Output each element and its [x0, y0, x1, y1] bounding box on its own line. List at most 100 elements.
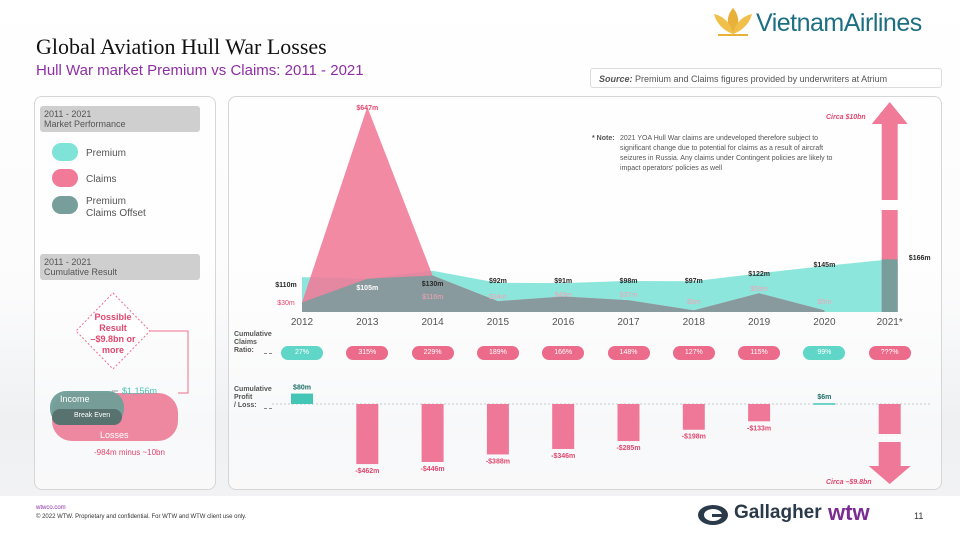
- legend-claims-swatch: [52, 169, 78, 187]
- legend-offset-label-line2: Claims Offset: [86, 208, 146, 219]
- claims-data-label: $116m: [422, 294, 443, 301]
- profit-loss-bar: [813, 403, 836, 405]
- premium-data-label: $130m: [422, 281, 444, 288]
- cumulative-result-title: Cumulative Result: [44, 267, 118, 277]
- profit-loss-bar: [748, 404, 771, 422]
- possible-result-line1: Possible: [94, 312, 132, 322]
- x-tick-label: 2021*: [877, 317, 903, 328]
- note-label: * Note:: [592, 135, 615, 142]
- ratio-dash: [264, 353, 272, 354]
- claims-data-label: $5m: [818, 299, 832, 306]
- premium-data-label: $98m: [620, 278, 638, 285]
- source-box: Source: Premium and Claims figures provi…: [590, 68, 942, 88]
- vietnam-airlines-logo: VietnamAirlines: [712, 6, 942, 40]
- possible-result-line2: Result: [99, 323, 127, 333]
- x-tick-label: 2013: [356, 317, 379, 328]
- claims-ratio-pill: 229%: [411, 346, 454, 360]
- footer-url[interactable]: wtwco.com: [36, 505, 66, 511]
- profit-loss-label: -$346m: [551, 453, 575, 460]
- claims-arrow-shaft: [881, 122, 898, 200]
- claims-ratio-pill: 127%: [672, 346, 715, 360]
- profit-loss-bars: $80m -$462m -$446m -$388m -$346m -$285m -$198m…: [272, 385, 930, 484]
- profit-loss-label: $6m: [817, 394, 831, 401]
- cum-claims-ratio-line3: Ratio:: [234, 347, 254, 354]
- page-number: 11: [914, 511, 924, 521]
- footer-copyright: © 2022 WTW. Proprietary and confidential…: [36, 514, 247, 520]
- income-value: $1,156m: [122, 386, 158, 396]
- cumulative-result-years: 2011 - 2021: [44, 257, 92, 267]
- profit-loss-label: -$133m: [747, 425, 771, 432]
- footer: [0, 496, 960, 540]
- profit-loss-bar: [552, 404, 575, 449]
- profit-loss-label: -$285m: [616, 445, 640, 452]
- premium-data-label: $145m: [814, 262, 836, 269]
- claims-ratio-pill: ???%: [868, 346, 911, 360]
- premium-data-label: $92m: [489, 278, 507, 285]
- profit-loss-bar: [617, 404, 640, 442]
- cumulative-result-graphic: [50, 292, 189, 441]
- legend-offset-swatch: [52, 196, 78, 214]
- legend-offset-label: Premium Claims Offset: [86, 196, 146, 220]
- x-tick-label: 2014: [421, 317, 444, 328]
- profit-loss-bar: [291, 393, 313, 404]
- note-text: 2021 YOA Hull War claims are undeveloped…: [620, 135, 833, 172]
- source-label: Source:: [599, 74, 633, 84]
- possible-result-line4: more: [101, 345, 124, 355]
- x-tick-label: 2018: [683, 317, 706, 328]
- legend-claims-label: Claims: [86, 174, 117, 185]
- legend-offset-label-line1: Premium: [86, 196, 127, 207]
- possible-result-diamond: [75, 292, 151, 370]
- offset-2021-bar: [881, 259, 898, 312]
- area-layer: [302, 102, 908, 312]
- profit-loss-label: -$462m: [355, 468, 379, 475]
- profit-loss-bar: [682, 404, 705, 430]
- x-tick-label: 2019: [748, 317, 771, 328]
- losses-note: -984m minus ~10bn: [94, 448, 165, 457]
- claims-data-label: $647m: [356, 105, 378, 112]
- claims-arrow-head: [871, 102, 908, 124]
- claims-ratio-pill: 189%: [476, 346, 519, 360]
- cum-profit-line1: Cumulative: [234, 386, 272, 393]
- circa-down-label: Circa –$9.8bn: [826, 479, 872, 486]
- x-axis: 2012 2013 2014 2015 2016 2017 2018 2019 2020 2021…: [291, 317, 903, 328]
- break-even-shape: [52, 409, 122, 425]
- possible-result-text: Possible Result –$9.8bn or more: [74, 312, 152, 356]
- cum-profit-line3: / Loss:: [234, 402, 257, 409]
- gallagher-logo-icon: [698, 505, 728, 525]
- profit-loss-bar: [421, 404, 444, 462]
- market-performance-years: 2011 - 2021: [44, 109, 92, 119]
- offset-area: [302, 275, 825, 312]
- x-tick-label: 2015: [487, 317, 510, 328]
- premium-data-label: $105m: [356, 285, 378, 292]
- market-performance-header: 2011 - 2021 Market Performance: [40, 106, 200, 132]
- x-tick-label: 2012: [291, 317, 314, 328]
- premium-data-label: $122m: [748, 271, 770, 278]
- possible-result-line3: –$9.8bn or: [90, 334, 136, 344]
- wtw-logo: wtw: [828, 500, 870, 525]
- cumulative-result-header: 2011 - 2021 Cumulative Result: [40, 254, 200, 280]
- claims-data-label: $30m: [277, 300, 295, 307]
- logo-text: VietnamAirlines: [756, 9, 922, 37]
- profit-loss-bar: [356, 404, 379, 465]
- profit-dash: [264, 408, 272, 409]
- claims-ratio-pill: 27%: [281, 346, 323, 360]
- profit-loss-bar: [486, 404, 509, 455]
- gallagher-logo-text: Gallagher: [734, 502, 822, 523]
- legend-premium-swatch: [52, 143, 78, 161]
- claims-ratio-pill: 166%: [542, 346, 585, 360]
- profit-loss-label: $80m: [293, 385, 311, 392]
- claims-ratio-pill: 315%: [346, 346, 389, 360]
- claims-ratio-pill: 115%: [738, 346, 781, 360]
- cum-profit-label: Cumulative Profit / Loss:: [234, 386, 272, 410]
- loss-2021-bar: [878, 404, 901, 434]
- circa-up-label: Circa $10bn: [826, 114, 866, 121]
- losses-label: Losses: [100, 430, 129, 440]
- claims-data-label: $59m: [750, 286, 768, 293]
- page-title: Global Aviation Hull War Losses: [36, 34, 327, 59]
- claims-data-label: $37m: [620, 292, 638, 299]
- cum-claims-ratio-line1: Cumulative: [234, 331, 272, 338]
- profit-loss-label: -$446m: [421, 466, 445, 473]
- premium-data-label: $91m: [554, 278, 572, 285]
- claims-data-label: $5m: [687, 299, 701, 306]
- loss-arrow-head: [868, 466, 911, 484]
